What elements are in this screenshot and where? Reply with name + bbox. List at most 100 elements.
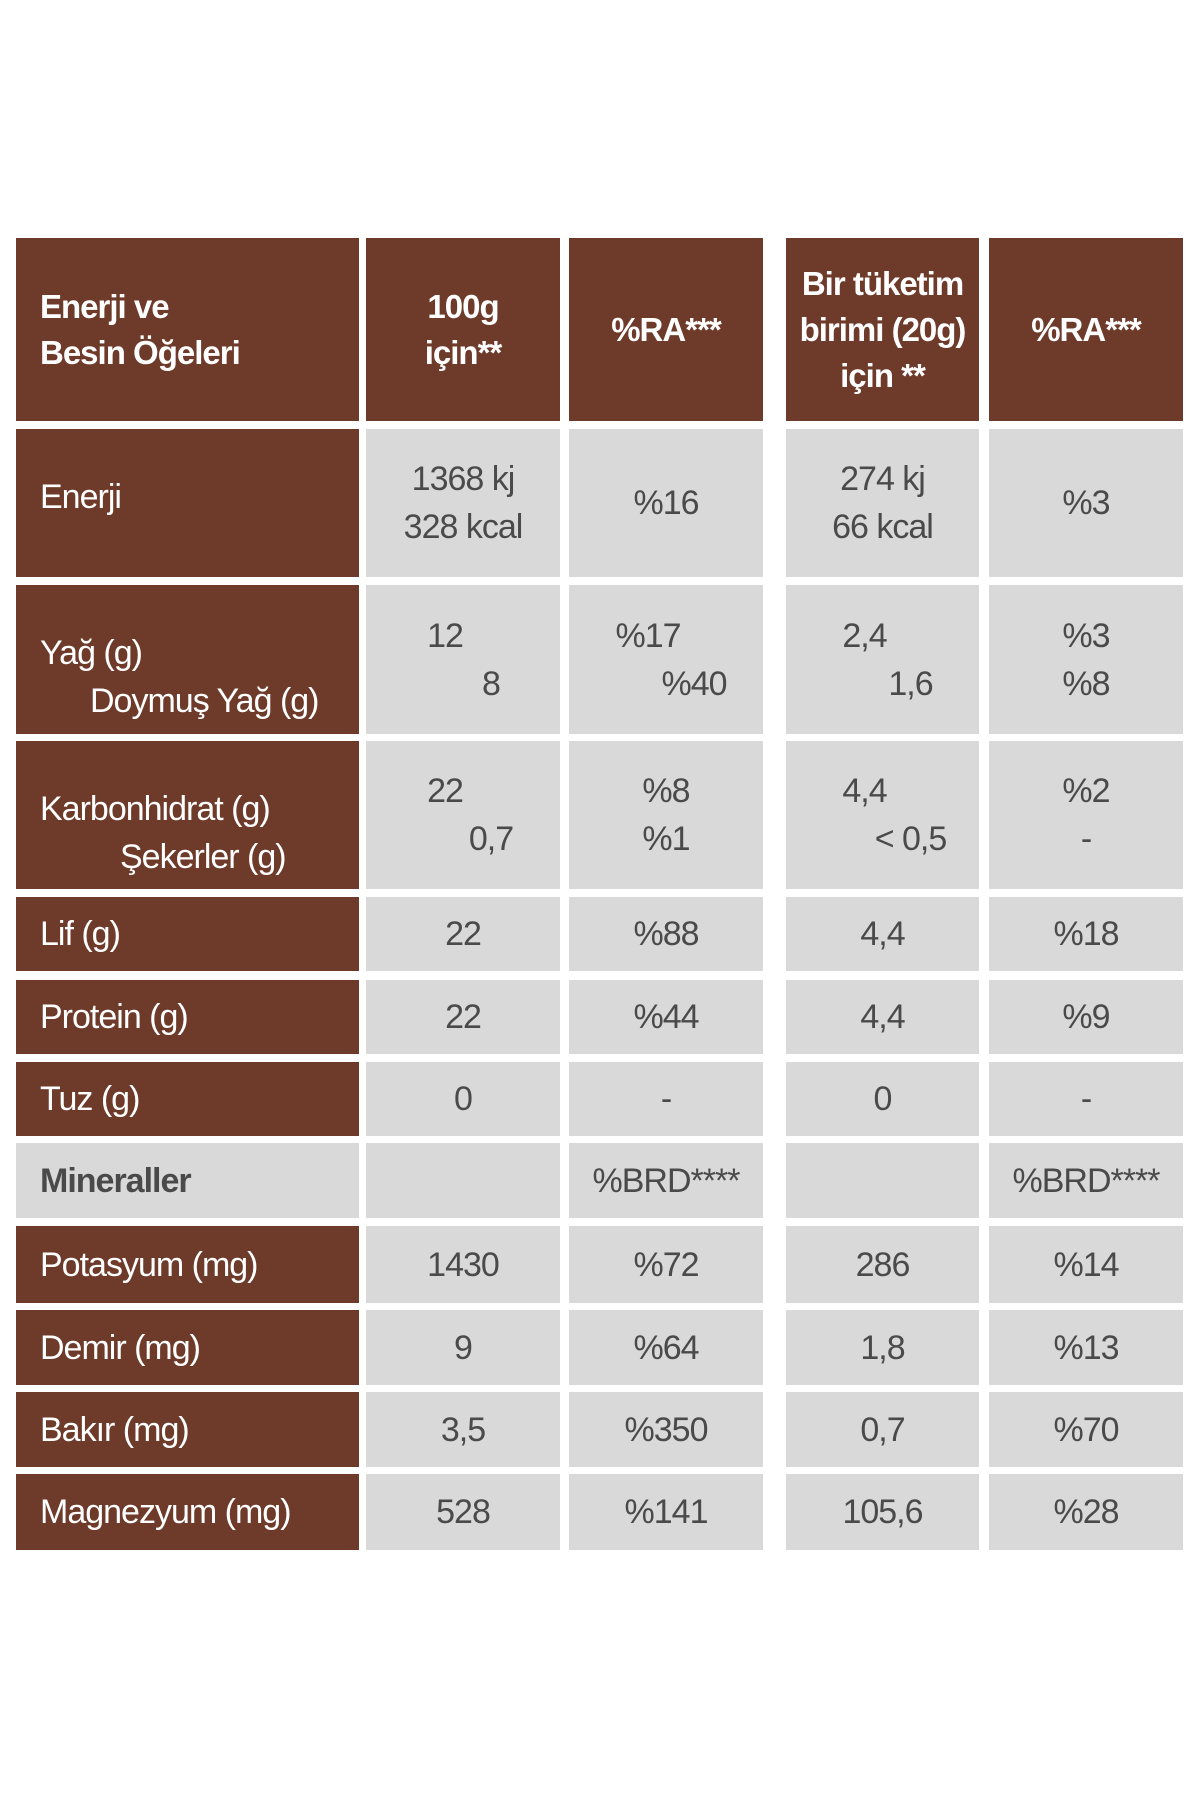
value-cell: 1430 (366, 1226, 560, 1303)
cell-text: Lif (g) (40, 915, 121, 953)
value-cell: %3 (989, 429, 1183, 577)
row-label: Protein (g) (16, 980, 359, 1054)
cell-text: %3 (1062, 616, 1110, 655)
cell-text: %350 (624, 1410, 709, 1449)
cell-text: 0,7 (860, 1410, 905, 1449)
cell-text: %BRD**** (1012, 1161, 1161, 1200)
value-cell: 9 (366, 1310, 560, 1385)
cell-text: %16 (633, 484, 699, 522)
value-cell: 286 (786, 1226, 979, 1303)
cell-text: birimi (20g) (799, 310, 967, 348)
header-cell: %RA*** (569, 238, 763, 421)
value-cell (366, 1143, 560, 1218)
value-cell: %72 (569, 1226, 763, 1303)
value-cell: 105,6 (786, 1474, 979, 1550)
cell-text: %70 (1053, 1410, 1119, 1449)
value-cell: 4,4 < 0,5 (786, 741, 979, 889)
value-cell: %3 %8 (989, 585, 1183, 734)
cell-text: %13 (1053, 1328, 1119, 1367)
cell-text: Şekerler (g) (120, 838, 287, 876)
value-cell: 0 (366, 1062, 560, 1136)
value-cell: %8 %1 (569, 741, 763, 889)
cell-text: %88 (633, 915, 699, 953)
cell-text: %BRD**** (592, 1161, 741, 1200)
value-cell: %28 (989, 1474, 1183, 1550)
cell-text: 286 (855, 1245, 911, 1284)
row-label: Mineraller (16, 1143, 359, 1218)
cell-text: 66 kcal (832, 508, 934, 546)
cell-text: 9 (454, 1328, 473, 1367)
row-label: Bakır (mg) (16, 1392, 359, 1467)
cell-text: %141 (624, 1493, 709, 1531)
cell-text: Karbonhidrat (g) (40, 790, 271, 828)
value-cell: %9 (989, 980, 1183, 1054)
cell-text: 100g (427, 287, 499, 325)
cell-text: için** (424, 333, 503, 371)
value-cell: 22 0,7 (366, 741, 560, 889)
value-cell: %14 (989, 1226, 1183, 1303)
cell-text: Magnezyum (mg) (40, 1493, 292, 1531)
row-label: Karbonhidrat (g) Şekerler (g) (16, 741, 359, 889)
cell-text: 8 (482, 664, 501, 703)
header-cell: %RA*** (989, 238, 1183, 421)
cell-text: 22 (445, 998, 482, 1036)
header-cell: Enerji ve Besin Öğeleri (16, 238, 359, 421)
cell-text: %40 (661, 664, 727, 703)
cell-text: %64 (633, 1328, 699, 1367)
cell-text: Besin Öğeleri (40, 333, 241, 371)
cell-text: %9 (1062, 998, 1110, 1036)
value-cell: %44 (569, 980, 763, 1054)
value-cell: %141 (569, 1474, 763, 1550)
cell-text: için ** (840, 356, 926, 394)
cell-text: - (1080, 1080, 1092, 1118)
cell-text: 1368 kj (411, 460, 516, 498)
cell-text: - (660, 1080, 672, 1118)
value-cell: 1368 kj 328 kcal (366, 429, 560, 577)
row-label: Yağ (g) Doymuş Yağ (g) (16, 585, 359, 734)
cell-text: Protein (g) (40, 998, 189, 1036)
cell-text: 22 (427, 772, 464, 810)
cell-text: 3,5 (440, 1410, 486, 1449)
cell-text: Tuz (g) (40, 1080, 140, 1118)
value-cell: %17 %40 (569, 585, 763, 734)
cell-text: 1430 (427, 1245, 500, 1284)
cell-text: Enerji ve (40, 287, 170, 325)
row-label: Demir (mg) (16, 1310, 359, 1385)
value-cell: %350 (569, 1392, 763, 1467)
cell-text: %28 (1053, 1493, 1119, 1531)
cell-text: %3 (1062, 484, 1110, 522)
value-cell: %16 (569, 429, 763, 577)
cell-text: 0 (454, 1080, 473, 1118)
value-cell: %BRD**** (989, 1143, 1183, 1218)
value-cell: 4,4 (786, 980, 979, 1054)
cell-text: %RA*** (1031, 310, 1142, 348)
cell-text: Potasyum (mg) (40, 1245, 258, 1284)
cell-text: 1,8 (860, 1328, 905, 1367)
cell-text: < 0,5 (874, 820, 948, 858)
cell-text: Yağ (g) (40, 634, 143, 672)
cell-text: %RA*** (611, 310, 722, 348)
header-cell: Bir tüketim birimi (20g) için ** (786, 238, 979, 421)
value-cell: %18 (989, 897, 1183, 971)
cell-text: 0 (873, 1080, 893, 1118)
value-cell: 274 kj 66 kcal (786, 429, 979, 577)
value-cell: 0 (786, 1062, 979, 1136)
value-cell: %13 (989, 1310, 1183, 1385)
cell-text: 2,4 (842, 616, 887, 655)
cell-text: 274 kj (840, 460, 926, 498)
cell-text: 0,7 (468, 820, 514, 858)
row-label: Magnezyum (mg) (16, 1474, 359, 1550)
value-cell: 1,8 (786, 1310, 979, 1385)
row-label: Tuz (g) (16, 1062, 359, 1136)
value-cell: %BRD**** (569, 1143, 763, 1218)
value-cell: 4,4 (786, 897, 979, 971)
value-cell: 2,4 1,6 (786, 585, 979, 734)
cell-text: %8 (642, 772, 690, 810)
value-cell: 528 (366, 1474, 560, 1550)
value-cell: 3,5 (366, 1392, 560, 1467)
cell-text: %8 (1062, 664, 1110, 703)
cell-text: - (1080, 820, 1092, 858)
cell-text: 1,6 (888, 664, 933, 703)
cell-text: Doymuş Yağ (g) (90, 682, 319, 720)
